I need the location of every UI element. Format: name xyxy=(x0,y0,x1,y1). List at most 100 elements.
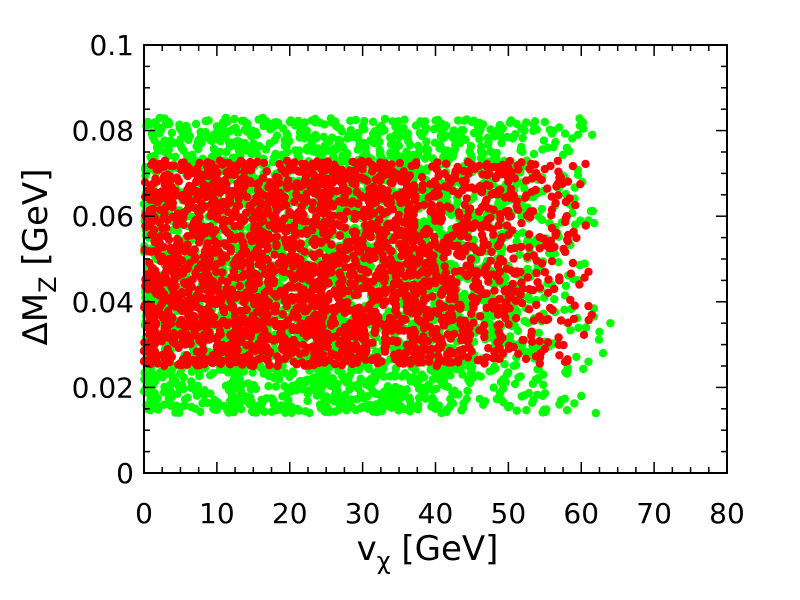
data-point xyxy=(514,205,523,214)
data-point xyxy=(348,157,357,166)
data-point xyxy=(576,216,585,225)
data-point xyxy=(491,364,500,373)
data-point xyxy=(232,137,241,146)
data-point xyxy=(568,161,578,171)
data-point xyxy=(584,357,593,366)
data-point xyxy=(518,133,527,143)
data-point xyxy=(160,354,169,363)
data-point xyxy=(173,389,182,398)
data-point xyxy=(530,117,540,126)
data-point xyxy=(308,205,317,214)
data-point xyxy=(532,268,541,278)
data-point xyxy=(323,278,333,287)
data-point xyxy=(242,392,251,401)
data-point xyxy=(259,407,269,416)
data-point xyxy=(168,372,178,382)
data-point xyxy=(354,128,363,138)
data-point xyxy=(172,220,181,230)
data-point xyxy=(245,232,255,241)
data-point xyxy=(231,397,240,406)
data-point xyxy=(203,158,212,167)
data-point xyxy=(416,374,425,383)
data-point xyxy=(180,395,190,404)
data-point xyxy=(508,134,518,143)
data-point xyxy=(496,377,506,386)
data-point xyxy=(581,323,591,332)
data-point xyxy=(570,399,579,408)
data-point xyxy=(575,114,584,123)
data-point xyxy=(386,134,395,143)
data-point xyxy=(441,121,451,130)
data-point xyxy=(268,394,277,403)
data-point xyxy=(522,176,531,185)
data-point xyxy=(384,393,393,402)
data-point xyxy=(577,391,586,401)
data-point xyxy=(358,378,367,387)
data-point xyxy=(220,127,229,136)
data-point xyxy=(417,391,426,401)
data-point xyxy=(272,335,281,344)
data-point xyxy=(179,158,188,167)
data-point xyxy=(540,268,550,277)
data-point xyxy=(356,388,366,398)
data-point xyxy=(483,140,493,149)
data-point xyxy=(594,335,604,344)
data-point xyxy=(408,150,418,160)
data-point xyxy=(498,124,507,133)
data-point xyxy=(246,385,256,394)
data-point xyxy=(155,140,164,150)
data-point xyxy=(365,400,374,410)
data-point xyxy=(538,408,547,417)
data-point xyxy=(378,263,388,272)
data-point xyxy=(549,143,558,152)
data-point xyxy=(504,320,513,329)
data-point xyxy=(438,380,447,389)
data-point xyxy=(259,121,268,131)
data-point xyxy=(533,278,542,287)
data-point xyxy=(300,134,309,143)
data-point xyxy=(556,316,566,325)
data-point xyxy=(183,232,192,241)
data-point xyxy=(317,165,326,174)
data-point xyxy=(431,404,440,413)
data-point xyxy=(401,315,410,324)
data-point xyxy=(435,140,445,149)
data-point xyxy=(228,125,237,134)
data-point xyxy=(505,118,514,128)
data-point xyxy=(467,292,477,302)
data-point xyxy=(535,337,544,346)
data-point xyxy=(393,397,402,406)
data-point xyxy=(552,228,561,237)
data-point xyxy=(292,360,301,369)
data-point xyxy=(446,131,455,140)
data-point xyxy=(539,136,549,145)
data-point xyxy=(263,244,272,254)
data-point xyxy=(370,127,379,136)
data-point xyxy=(575,260,584,270)
data-point xyxy=(167,128,177,137)
data-point xyxy=(522,118,531,127)
data-point xyxy=(320,120,329,129)
data-point xyxy=(201,116,210,126)
data-point xyxy=(539,370,548,379)
data-point xyxy=(402,385,411,394)
data-point xyxy=(523,273,532,282)
data-point xyxy=(558,150,568,160)
data-point xyxy=(486,125,495,134)
data-point xyxy=(265,139,274,148)
data-point xyxy=(543,184,552,193)
data-point xyxy=(336,395,346,405)
data-point xyxy=(566,326,575,335)
data-point xyxy=(198,388,207,397)
data-point xyxy=(283,147,292,157)
data-point xyxy=(550,295,559,304)
data-point xyxy=(265,318,274,327)
data-point xyxy=(554,258,563,267)
data-point xyxy=(500,360,509,369)
data-point xyxy=(294,406,304,415)
data-point xyxy=(206,308,215,317)
data-point xyxy=(423,145,433,154)
data-point xyxy=(259,369,268,378)
data-point xyxy=(554,340,564,349)
data-point xyxy=(520,316,529,326)
